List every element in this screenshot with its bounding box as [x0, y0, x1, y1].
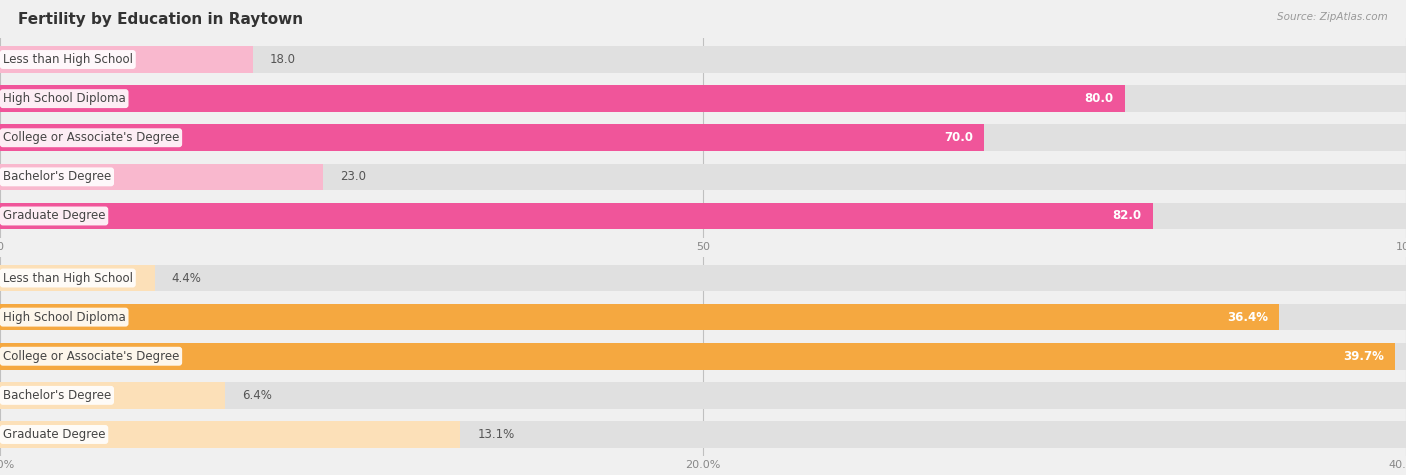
Text: Fertility by Education in Raytown: Fertility by Education in Raytown: [18, 12, 304, 27]
Text: Less than High School: Less than High School: [3, 272, 132, 285]
Bar: [0, 124, 1406, 151]
Bar: [0, 382, 225, 408]
Bar: [0, 421, 461, 448]
Bar: [0, 304, 1406, 331]
Text: 6.4%: 6.4%: [242, 389, 271, 402]
Text: 39.7%: 39.7%: [1343, 350, 1385, 363]
Text: 82.0: 82.0: [1112, 209, 1142, 222]
Bar: [0, 304, 1279, 331]
Bar: [0, 163, 1406, 190]
Bar: [0, 421, 1406, 448]
Text: 70.0: 70.0: [943, 131, 973, 144]
Text: Less than High School: Less than High School: [3, 53, 132, 66]
Bar: [0, 163, 323, 190]
Bar: [0, 46, 1406, 73]
Bar: [0, 382, 1406, 408]
Text: 23.0: 23.0: [340, 171, 366, 183]
Text: Graduate Degree: Graduate Degree: [3, 428, 105, 441]
Text: High School Diploma: High School Diploma: [3, 311, 125, 323]
Text: 18.0: 18.0: [270, 53, 295, 66]
Text: 13.1%: 13.1%: [478, 428, 515, 441]
Bar: [0, 265, 155, 291]
Bar: [0, 203, 1153, 229]
Bar: [0, 343, 1406, 370]
Text: 36.4%: 36.4%: [1227, 311, 1268, 323]
Bar: [0, 203, 1406, 229]
Bar: [0, 265, 1406, 291]
Bar: [0, 124, 984, 151]
Bar: [0, 86, 1125, 112]
Text: Source: ZipAtlas.com: Source: ZipAtlas.com: [1277, 12, 1388, 22]
Text: Bachelor's Degree: Bachelor's Degree: [3, 389, 111, 402]
Text: 4.4%: 4.4%: [172, 272, 201, 285]
Bar: [0, 343, 1396, 370]
Text: Bachelor's Degree: Bachelor's Degree: [3, 171, 111, 183]
Text: Graduate Degree: Graduate Degree: [3, 209, 105, 222]
Text: 80.0: 80.0: [1084, 92, 1114, 105]
Bar: [0, 86, 1406, 112]
Text: College or Associate's Degree: College or Associate's Degree: [3, 131, 179, 144]
Text: High School Diploma: High School Diploma: [3, 92, 125, 105]
Bar: [0, 46, 253, 73]
Text: College or Associate's Degree: College or Associate's Degree: [3, 350, 179, 363]
